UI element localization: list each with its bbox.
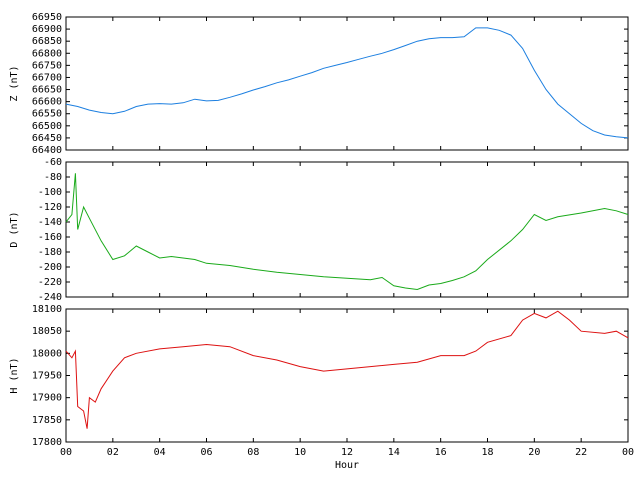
y-tick-label: 66600 [32, 97, 62, 108]
y-tick-label: -240 [38, 292, 62, 303]
y-axis-label: Z (nT) [9, 65, 20, 101]
x-tick-label: 04 [154, 447, 166, 458]
plot-frame [65, 16, 629, 151]
y-tick-label: 66750 [32, 60, 62, 71]
y-tick-label: -100 [38, 187, 62, 198]
y-tick-label: 17950 [32, 371, 62, 382]
y-tick-label: -80 [44, 172, 62, 183]
y-tick-label: -120 [38, 202, 62, 213]
y-tick-label: -180 [38, 247, 62, 258]
x-tick-label: 02 [107, 447, 119, 458]
data-line [65, 310, 629, 429]
x-tick-label: 12 [341, 447, 353, 458]
y-axis-label: D (nT) [9, 211, 20, 247]
y-tick-label: 66400 [32, 145, 62, 156]
data-line [65, 27, 629, 139]
x-tick-label: 06 [200, 447, 212, 458]
y-tick-label: -220 [38, 277, 62, 288]
x-tick-label: 18 [481, 447, 493, 458]
y-tick-label: 66500 [32, 121, 62, 132]
y-tick-label: -160 [38, 232, 62, 243]
y-axis-label: H (nT) [9, 357, 20, 393]
x-tick-label: 08 [247, 447, 259, 458]
x-axis-label: Hour [335, 460, 359, 471]
y-tick-label: 18050 [32, 326, 62, 337]
y-tick-label: 66650 [32, 85, 62, 96]
y-tick-label: 17800 [32, 437, 62, 448]
x-tick-label: 00 [60, 447, 72, 458]
y-tick-label: 18100 [32, 304, 62, 315]
y-tick-label: 66900 [32, 24, 62, 35]
y-tick-label: 17900 [32, 393, 62, 404]
y-tick-label: -200 [38, 262, 62, 273]
plot-frame [65, 161, 629, 298]
y-tick-label: 66700 [32, 72, 62, 83]
y-tick-label: 66850 [32, 36, 62, 47]
x-tick-label: 00 [622, 447, 634, 458]
y-tick-label: 66800 [32, 48, 62, 59]
y-tick-label: 66450 [32, 133, 62, 144]
x-tick-label: 20 [528, 447, 540, 458]
y-tick-label: -140 [38, 217, 62, 228]
y-tick-label: 17850 [32, 415, 62, 426]
y-tick-label: 66950 [32, 12, 62, 23]
x-tick-label: 14 [388, 447, 400, 458]
x-tick-label: 22 [575, 447, 587, 458]
plot-frame [65, 308, 629, 443]
y-tick-label: 66550 [32, 109, 62, 120]
y-tick-label: 18000 [32, 348, 62, 359]
x-tick-label: 16 [435, 447, 447, 458]
data-line [65, 173, 629, 291]
x-tick-label: 10 [294, 447, 306, 458]
y-tick-label: -60 [44, 157, 62, 168]
